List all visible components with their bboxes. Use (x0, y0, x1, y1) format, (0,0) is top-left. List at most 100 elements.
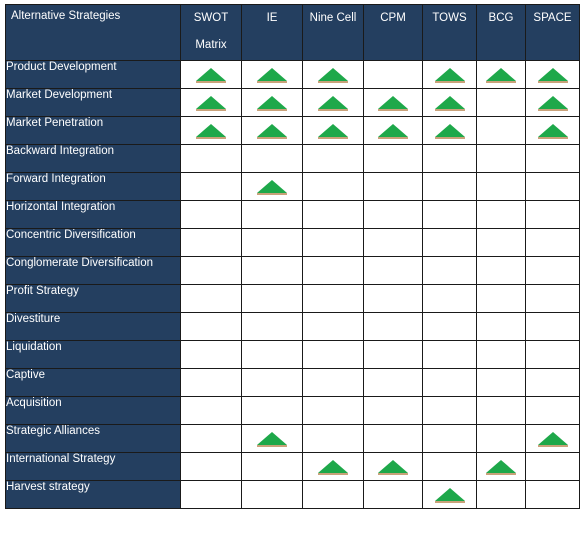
cell-harvest-strategy-nine-cell (302, 480, 364, 509)
row-label-product-development: Product Development (5, 60, 181, 89)
cell-conglomerate-diversification-nine-cell (302, 256, 364, 285)
cell-profit-strategy-tows (422, 284, 477, 313)
column-header-ie: IE (241, 4, 303, 61)
green-triangle-icon (378, 123, 408, 139)
green-triangle-icon (257, 431, 287, 447)
cell-profit-strategy-space (525, 284, 580, 313)
green-triangle-icon (257, 67, 287, 83)
cell-acquisition-swot (180, 396, 242, 425)
cell-forward-integration-nine-cell (302, 172, 364, 201)
cell-product-development-space (525, 60, 580, 89)
cell-backward-integration-nine-cell (302, 144, 364, 173)
green-triangle-icon (537, 431, 568, 447)
cell-profit-strategy-bcg (476, 284, 526, 313)
cell-strategic-alliances-tows (422, 424, 477, 453)
cell-captive-tows (422, 368, 477, 397)
row-label-market-development: Market Development (5, 88, 181, 117)
cell-market-development-swot (180, 88, 242, 117)
row-label-liquidation: Liquidation (5, 340, 181, 369)
table-row: Backward Integration (5, 144, 580, 173)
cell-forward-integration-tows (422, 172, 477, 201)
cell-acquisition-bcg (476, 396, 526, 425)
cell-liquidation-tows (422, 340, 477, 369)
cell-liquidation-swot (180, 340, 242, 369)
cell-harvest-strategy-swot (180, 480, 242, 509)
cell-market-penetration-nine-cell (302, 116, 364, 145)
green-triangle-icon (537, 123, 568, 139)
cell-concentric-diversification-ie (241, 228, 303, 257)
cell-conglomerate-diversification-ie (241, 256, 303, 285)
cell-international-strategy-swot (180, 452, 242, 481)
cell-divestiture-bcg (476, 312, 526, 341)
cell-liquidation-nine-cell (302, 340, 364, 369)
cell-harvest-strategy-bcg (476, 480, 526, 509)
cell-market-penetration-swot (180, 116, 242, 145)
cell-concentric-diversification-space (525, 228, 580, 257)
cell-forward-integration-space (525, 172, 580, 201)
table-row: Harvest strategy (5, 480, 580, 509)
table-row: Forward Integration (5, 172, 580, 201)
cell-horizontal-integration-cpm (363, 200, 423, 229)
cell-captive-bcg (476, 368, 526, 397)
green-triangle-icon (434, 487, 465, 503)
cell-horizontal-integration-tows (422, 200, 477, 229)
green-triangle-icon (434, 95, 465, 111)
cell-horizontal-integration-bcg (476, 200, 526, 229)
cell-forward-integration-cpm (363, 172, 423, 201)
table-row: Liquidation (5, 340, 580, 369)
cell-backward-integration-cpm (363, 144, 423, 173)
cell-divestiture-swot (180, 312, 242, 341)
cell-international-strategy-nine-cell (302, 452, 364, 481)
column-header-space: SPACE (525, 4, 580, 61)
green-triangle-icon (318, 123, 348, 139)
cell-liquidation-bcg (476, 340, 526, 369)
green-triangle-icon (434, 123, 465, 139)
cell-international-strategy-cpm (363, 452, 423, 481)
cell-profit-strategy-ie (241, 284, 303, 313)
cell-strategic-alliances-nine-cell (302, 424, 364, 453)
green-triangle-icon (486, 459, 516, 475)
column-header-strategies: Alternative Strategies (5, 4, 181, 61)
table-row: Conglomerate Diversification (5, 256, 580, 285)
green-triangle-icon (196, 67, 226, 83)
cell-forward-integration-bcg (476, 172, 526, 201)
matrix-body: Product Development Market Development Mar… (5, 60, 580, 509)
row-label-horizontal-integration: Horizontal Integration (5, 200, 181, 229)
cell-captive-swot (180, 368, 242, 397)
table-row: Captive (5, 368, 580, 397)
green-triangle-icon (257, 123, 287, 139)
cell-conglomerate-diversification-cpm (363, 256, 423, 285)
cell-divestiture-cpm (363, 312, 423, 341)
cell-harvest-strategy-tows (422, 480, 477, 509)
cell-strategic-alliances-cpm (363, 424, 423, 453)
cell-strategic-alliances-space (525, 424, 580, 453)
cell-product-development-nine-cell (302, 60, 364, 89)
cell-market-penetration-space (525, 116, 580, 145)
row-label-concentric-diversification: Concentric Diversification (5, 228, 181, 257)
cell-market-development-tows (422, 88, 477, 117)
cell-divestiture-ie (241, 312, 303, 341)
cell-concentric-diversification-cpm (363, 228, 423, 257)
column-header-nine-cell: Nine Cell (302, 4, 364, 61)
cell-backward-integration-swot (180, 144, 242, 173)
cell-concentric-diversification-tows (422, 228, 477, 257)
cell-product-development-ie (241, 60, 303, 89)
cell-captive-space (525, 368, 580, 397)
cell-acquisition-cpm (363, 396, 423, 425)
cell-market-development-cpm (363, 88, 423, 117)
row-label-divestiture: Divestiture (5, 312, 181, 341)
row-label-market-penetration: Market Penetration (5, 116, 181, 145)
cell-product-development-bcg (476, 60, 526, 89)
green-triangle-icon (318, 67, 348, 83)
cell-divestiture-tows (422, 312, 477, 341)
cell-market-development-space (525, 88, 580, 117)
cell-captive-cpm (363, 368, 423, 397)
cell-backward-integration-ie (241, 144, 303, 173)
cell-divestiture-nine-cell (302, 312, 364, 341)
cell-market-development-ie (241, 88, 303, 117)
cell-international-strategy-bcg (476, 452, 526, 481)
green-triangle-icon (378, 95, 408, 111)
green-triangle-icon (537, 67, 568, 83)
green-triangle-icon (257, 95, 287, 111)
cell-backward-integration-bcg (476, 144, 526, 173)
